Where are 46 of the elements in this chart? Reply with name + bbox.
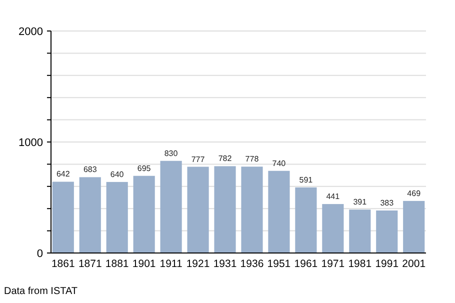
bar (403, 200, 425, 253)
x-tick-label: 1921 (186, 258, 210, 270)
bar (268, 170, 290, 253)
data-label: 383 (380, 198, 394, 208)
y-tick-label: 1000 (18, 136, 43, 149)
bar (133, 176, 155, 253)
data-label: 778 (245, 154, 260, 164)
data-label: 469 (407, 188, 422, 198)
text: Data from ISTAT (4, 286, 78, 297)
bar (187, 166, 209, 253)
bar (349, 210, 371, 253)
data-label: 391 (353, 198, 368, 207)
x-tick-label: 2001 (402, 258, 426, 270)
y-tick-label: 2000 (18, 26, 43, 38)
data-label: 830 (164, 148, 178, 158)
data-label: 591 (299, 175, 314, 184)
data-label: 782 (218, 154, 232, 164)
data-label: 695 (137, 164, 152, 173)
x-tick-label: 1951 (267, 258, 291, 270)
x-tick-label: 1901 (132, 258, 156, 270)
x-tick-label: 1961 (294, 258, 318, 270)
x-tick-label: 1991 (375, 258, 399, 270)
bar (376, 210, 398, 253)
x-tick-label: 1911 (160, 258, 182, 270)
x-tick-label: 1881 (105, 258, 129, 270)
x-tick-label: 1981 (348, 258, 372, 270)
x-tick-label: 1936 (240, 258, 264, 270)
bar (322, 204, 344, 253)
bar (106, 182, 128, 253)
data-label: 441 (326, 192, 340, 202)
x-tick-label: 1871 (78, 258, 102, 270)
x-tick-label: 1861 (51, 258, 75, 270)
data-label: 640 (110, 170, 124, 179)
bar (52, 182, 74, 253)
bar (160, 160, 182, 253)
bar (241, 166, 263, 253)
bar (214, 166, 236, 253)
x-tick-label: 1931 (213, 258, 237, 270)
y-tick-label: 0 (36, 248, 43, 260)
data-label: 683 (83, 165, 98, 174)
bar (79, 177, 101, 253)
data-label: 740 (272, 158, 286, 168)
data-label: 777 (191, 154, 206, 164)
x-tick-label: 1971 (321, 258, 345, 270)
bar (295, 187, 317, 253)
data-label: 642 (56, 170, 70, 179)
